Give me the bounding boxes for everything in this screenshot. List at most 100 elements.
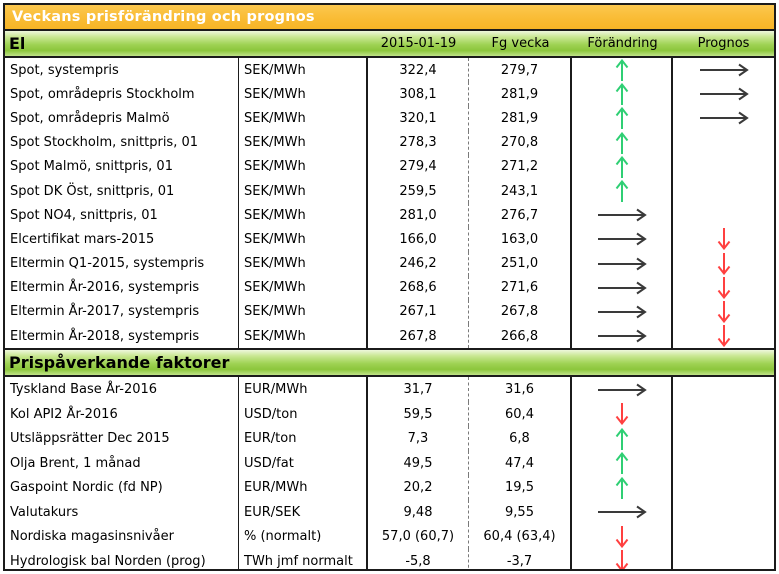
row-unit: SEK/MWh: [239, 178, 368, 204]
row-label: Eltermin År-2018, systempris: [5, 324, 239, 349]
right-arrow-icon: [572, 203, 673, 228]
row-unit: SEK/MWh: [239, 203, 368, 228]
previous-value: 271,2: [469, 154, 572, 179]
right-arrow-icon: [673, 82, 774, 106]
current-value: 59,5: [368, 401, 469, 427]
table-row: Eltermin År-2017, systempris SEK/MWh 267,1…: [5, 299, 774, 325]
row-unit: USD/ton: [239, 401, 368, 427]
forecast-cell-empty: [673, 179, 774, 203]
right-arrow-icon: [572, 377, 673, 402]
forecast-cell-empty: [673, 203, 774, 227]
row-unit: SEK/MWh: [239, 130, 368, 155]
current-value: 31,7: [368, 377, 469, 402]
current-value: 267,1: [368, 299, 469, 325]
table-row: Kol API2 År-2016 USD/ton 59,5 60,4: [5, 401, 774, 427]
previous-value: 6,8: [469, 426, 572, 451]
row-unit: SEK/MWh: [239, 58, 368, 83]
row-unit: SEK/MWh: [239, 299, 368, 325]
previous-value: 276,7: [469, 203, 572, 228]
row-label: Spot, systempris: [5, 58, 239, 83]
row-label: Kol API2 År-2016: [5, 401, 239, 427]
row-label: Hydrologisk bal Norden (prog): [5, 548, 239, 569]
previous-value: 163,0: [469, 227, 572, 252]
previous-value: 60,4: [469, 401, 572, 427]
up-arrow-icon: [572, 178, 673, 204]
current-value: 166,0: [368, 227, 469, 252]
down-arrow-icon: [673, 300, 774, 324]
forecast-cell-empty: [673, 475, 774, 500]
forecast-cell-empty: [673, 131, 774, 155]
previous-value: 19,5: [469, 475, 572, 500]
up-arrow-icon: [572, 106, 673, 131]
row-label: Spot NO4, snittpris, 01: [5, 203, 239, 228]
current-value: -5,8: [368, 548, 469, 569]
right-arrow-icon: [572, 299, 673, 325]
row-label: Eltermin År-2017, systempris: [5, 299, 239, 325]
previous-value: 9,55: [469, 499, 572, 525]
down-arrow-icon: [673, 227, 774, 251]
current-value: 259,5: [368, 178, 469, 204]
row-unit: EUR/MWh: [239, 377, 368, 402]
row-label: Eltermin År-2016, systempris: [5, 275, 239, 300]
previous-value: 281,9: [469, 82, 572, 107]
previous-value: 60,4 (63,4): [469, 524, 572, 549]
row-unit: SEK/MWh: [239, 251, 368, 276]
forecast-cell-empty: [673, 524, 774, 549]
current-value: 278,3: [368, 130, 469, 155]
table-row: Valutakurs EUR/SEK 9,48 9,55: [5, 499, 774, 525]
previous-value: -3,7: [469, 548, 572, 569]
forecast-cell-empty: [673, 402, 774, 427]
right-arrow-icon: [572, 324, 673, 349]
current-value: 279,4: [368, 154, 469, 179]
current-value: 49,5: [368, 450, 469, 476]
current-value: 322,4: [368, 58, 469, 83]
table-row: Spot DK Öst, snittpris, 01 SEK/MWh 259,5 24…: [5, 178, 774, 204]
column-header-change: Förändring: [587, 36, 658, 51]
previous-value: 251,0: [469, 251, 572, 276]
right-arrow-icon: [572, 275, 673, 300]
current-value: 7,3: [368, 426, 469, 451]
rows-el: Spot, systempris SEK/MWh 322,4 279,7 Spot, o…: [5, 58, 774, 349]
table-row: Utsläppsrätter Dec 2015 EUR/ton 7,3 6,8: [5, 426, 774, 451]
column-header-previous-week: Fg vecka: [491, 36, 550, 51]
previous-value: 279,7: [469, 58, 572, 83]
right-arrow-icon: [572, 499, 673, 525]
down-arrow-icon: [673, 252, 774, 276]
right-arrow-icon: [673, 58, 774, 82]
down-arrow-icon: [572, 524, 673, 549]
row-label: Spot DK Öst, snittpris, 01: [5, 178, 239, 204]
table-row: Gaspoint Nordic (fd NP) EUR/MWh 20,2 19,5: [5, 475, 774, 500]
table-row: Spot, systempris SEK/MWh 322,4 279,7: [5, 58, 774, 83]
table-row: Spot, områdepris Malmö SEK/MWh 320,1 281,9: [5, 106, 774, 131]
table-row: Spot NO4, snittpris, 01 SEK/MWh 281,0 276,7: [5, 203, 774, 228]
current-value: 268,6: [368, 275, 469, 300]
row-label: Spot Malmö, snittpris, 01: [5, 154, 239, 179]
right-arrow-icon: [572, 227, 673, 252]
row-unit: SEK/MWh: [239, 154, 368, 179]
current-value: 20,2: [368, 475, 469, 500]
previous-value: 31,6: [469, 377, 572, 402]
current-value: 9,48: [368, 499, 469, 525]
previous-value: 281,9: [469, 106, 572, 131]
up-arrow-icon: [572, 450, 673, 476]
row-unit: TWh jmf normalt: [239, 548, 368, 569]
row-label: Spot, områdepris Stockholm: [5, 82, 239, 107]
row-unit: SEK/MWh: [239, 275, 368, 300]
down-arrow-icon: [572, 548, 673, 569]
row-unit: EUR/ton: [239, 426, 368, 451]
table-row: Eltermin År-2018, systempris SEK/MWh 267,8…: [5, 324, 774, 349]
previous-value: 243,1: [469, 178, 572, 204]
row-label: Valutakurs: [5, 499, 239, 525]
table-title: Veckans prisförändring och prognos: [5, 5, 774, 31]
forecast-cell-empty: [673, 451, 774, 476]
row-label: Tyskland Base År-2016: [5, 377, 239, 402]
table-row: Tyskland Base År-2016 EUR/MWh 31,7 31,6: [5, 377, 774, 402]
up-arrow-icon: [572, 154, 673, 179]
current-value: 246,2: [368, 251, 469, 276]
right-arrow-icon: [572, 251, 673, 276]
up-arrow-icon: [572, 426, 673, 451]
current-value: 308,1: [368, 82, 469, 107]
forecast-cell-empty: [673, 377, 774, 402]
section-header-el: El 2015-01-19 Fg vecka Förändring Progno…: [5, 31, 774, 58]
table-row: Eltermin Q1-2015, systempris SEK/MWh 246,2…: [5, 251, 774, 276]
